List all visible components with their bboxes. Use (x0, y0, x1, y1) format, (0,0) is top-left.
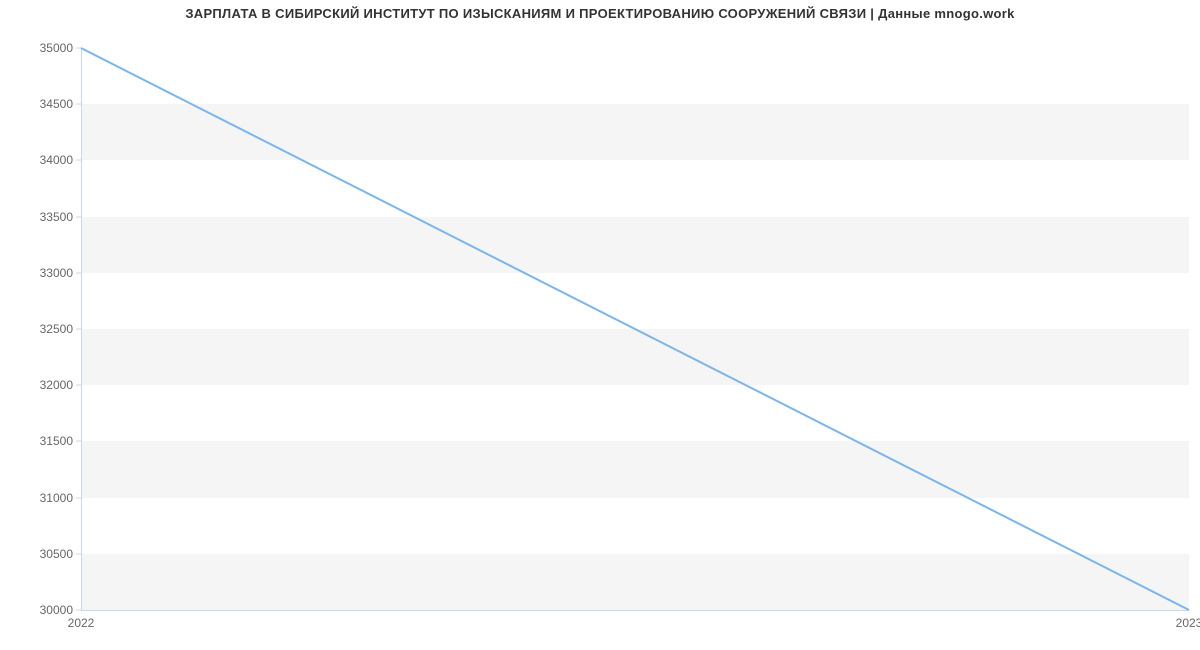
y-tick-label: 30500 (40, 547, 73, 561)
x-axis-line (81, 610, 1189, 611)
line-layer (81, 48, 1189, 610)
y-tick-label: 34000 (40, 153, 73, 167)
plot-area: 3000030500310003150032000325003300033500… (81, 48, 1189, 610)
series-line (81, 48, 1189, 610)
y-tick-label: 32500 (40, 322, 73, 336)
x-tick-label: 2023 (1176, 616, 1200, 630)
y-tick-label: 31000 (40, 491, 73, 505)
y-tick-mark (76, 272, 81, 273)
y-tick-mark (76, 104, 81, 105)
y-tick-label: 32000 (40, 378, 73, 392)
y-tick-mark (76, 610, 81, 611)
y-tick-mark (76, 216, 81, 217)
y-tick-label: 30000 (40, 603, 73, 617)
y-tick-label: 35000 (40, 41, 73, 55)
x-tick-label: 2022 (68, 616, 95, 630)
y-tick-label: 33000 (40, 266, 73, 280)
y-tick-mark (76, 497, 81, 498)
y-tick-label: 33500 (40, 210, 73, 224)
y-tick-mark (76, 385, 81, 386)
salary-chart: ЗАРПЛАТА В СИБИРСКИЙ ИНСТИТУТ ПО ИЗЫСКАН… (0, 0, 1200, 650)
y-tick-mark (76, 553, 81, 554)
y-tick-mark (76, 48, 81, 49)
y-tick-label: 31500 (40, 434, 73, 448)
chart-title: ЗАРПЛАТА В СИБИРСКИЙ ИНСТИТУТ ПО ИЗЫСКАН… (0, 6, 1200, 21)
y-tick-label: 34500 (40, 97, 73, 111)
y-tick-mark (76, 441, 81, 442)
y-tick-mark (76, 160, 81, 161)
y-tick-mark (76, 329, 81, 330)
